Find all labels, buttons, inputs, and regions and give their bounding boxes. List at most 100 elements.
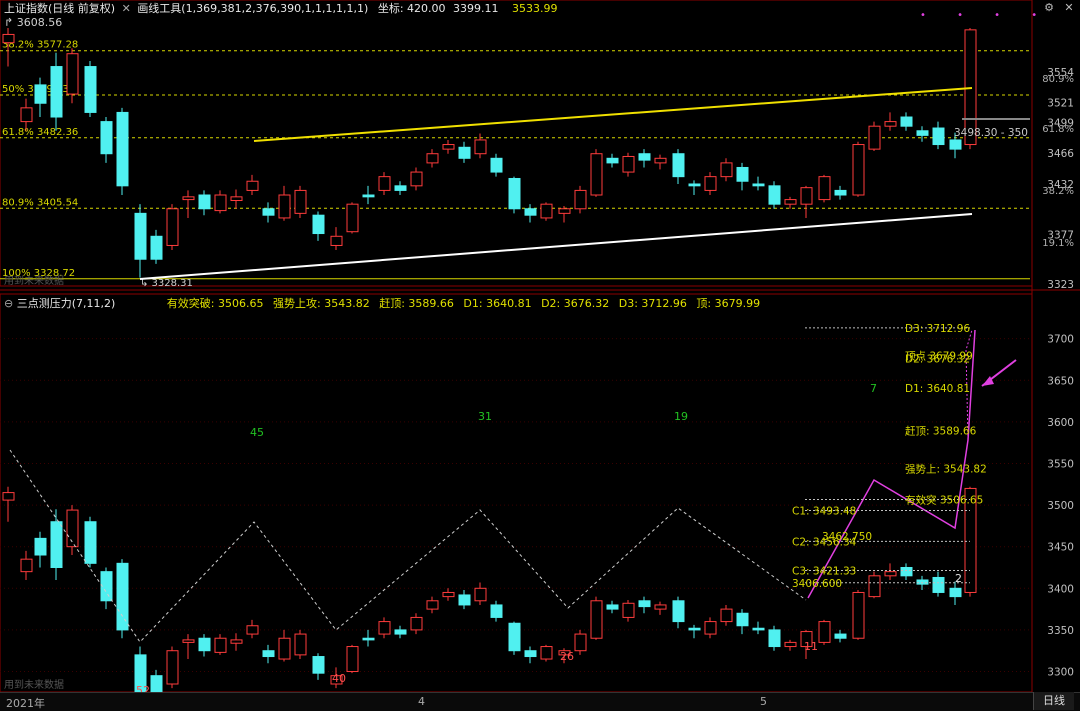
- lower-candle-down: [932, 576, 945, 593]
- upper-candle-up: [230, 196, 243, 202]
- lower-candle-up: [330, 675, 343, 685]
- lower-axis-tick: 3450: [1047, 542, 1074, 554]
- lower-axis-tick: 3350: [1047, 625, 1074, 637]
- lower-candle-down: [362, 637, 375, 641]
- lower-candle-down: [606, 604, 619, 610]
- lower-candle-down: [900, 566, 913, 577]
- lower-candle-down: [50, 521, 63, 568]
- upper-candle-down: [116, 111, 129, 187]
- lower-candle-down: [34, 537, 47, 556]
- upper-axis-tick: 3323: [1047, 279, 1074, 291]
- upper-candle-down: [900, 116, 913, 127]
- lower-candle-up: [558, 650, 571, 656]
- lower-candle-up: [230, 639, 243, 644]
- level-label: D3: 3712.96: [905, 323, 970, 335]
- lower-candle-up: [2, 492, 15, 501]
- lower-candle-up: [182, 639, 195, 643]
- lower-candle-down: [688, 627, 701, 631]
- c-level-label: 3462.750: [822, 531, 872, 543]
- upper-candle-up: [378, 176, 391, 191]
- swing-count-label: 45: [250, 426, 264, 439]
- lower-candle-down: [672, 600, 685, 623]
- lower-candle-down: [834, 633, 847, 639]
- upper-candle-up: [346, 203, 359, 233]
- time-axis[interactable]: 2021年 4 5: [0, 692, 1080, 711]
- stat-top: 赶顶: 3589.66: [379, 297, 454, 310]
- chart-header: 上证指数(日线 前复权) ✕ 画线工具(1,369,381,2,376,390,…: [4, 1, 558, 17]
- upper-candle-up: [214, 194, 227, 212]
- lower-axis-tick: 3650: [1047, 375, 1074, 387]
- close-icon[interactable]: ✕: [121, 2, 131, 15]
- upper-candle-up: [182, 196, 195, 201]
- lower-candle-up: [346, 646, 359, 673]
- upper-candle-down: [932, 127, 945, 146]
- lower-candle-up: [66, 509, 79, 548]
- lower-candle-up: [720, 608, 733, 623]
- upper-candle-up: [2, 33, 15, 44]
- level-label: 赶顶: 3589.66: [905, 424, 977, 437]
- upper-candle-up: [574, 189, 587, 210]
- stat-strong: 强势上攻: 3543.82: [273, 297, 370, 310]
- level-label: 强势上: 3543.82: [905, 463, 987, 476]
- stat-peak: 顶: 3679.99: [696, 297, 761, 310]
- upper-candle-up: [442, 144, 455, 150]
- upper-candle-down: [508, 177, 521, 210]
- lower-candle-down: [768, 629, 781, 648]
- upper-candle-down: [688, 183, 701, 187]
- indicator-title[interactable]: 三点测压力(7,11,2): [16, 297, 116, 310]
- year-label: 2021年: [6, 697, 45, 710]
- lower-candle-down: [262, 650, 275, 658]
- upper-candle-down: [949, 139, 962, 150]
- upper-candle-up: [868, 125, 881, 150]
- lower-axis-tick: 3700: [1047, 334, 1074, 346]
- period-button[interactable]: 日线: [1033, 692, 1074, 710]
- index-name[interactable]: 上证指数(日线 前复权): [4, 2, 116, 15]
- settings-icon[interactable]: ⚙: [1044, 1, 1054, 14]
- upper-pct-tick: 80.9%: [1042, 74, 1074, 85]
- lower-candle-down: [949, 587, 962, 598]
- swing-count-label: 26: [560, 650, 574, 663]
- stat-d3: D3: 3712.96: [618, 297, 687, 310]
- lower-candle-down: [638, 600, 651, 608]
- fib-809-label: 80.9% 3405.54: [2, 197, 78, 208]
- upper-axis-tick: 3466: [1047, 148, 1074, 160]
- stat-d1: D1: 3640.81: [463, 297, 532, 310]
- lower-candle-up: [852, 591, 865, 639]
- upper-candle-up: [246, 180, 259, 191]
- lower-axis-tick: 3550: [1047, 458, 1074, 470]
- high-price-label: ↱ 3608.56: [4, 16, 63, 29]
- lower-candle-up: [426, 600, 439, 610]
- upper-trendline-yellow: [253, 87, 973, 142]
- upper-candle-up: [800, 187, 813, 205]
- lower-candle-down: [394, 629, 407, 635]
- lower-axis-tick: 3300: [1047, 667, 1074, 679]
- lower-watermark: 用到未来数据: [4, 678, 64, 691]
- c-level-label: C2: 3456.34: [792, 536, 857, 548]
- swing-count-label: 11: [804, 640, 818, 653]
- upper-candle-down: [362, 194, 375, 198]
- lower-candle-up: [784, 641, 797, 648]
- lower-candle-down: [100, 571, 113, 602]
- lower-candle-up: [884, 571, 897, 577]
- upper-candle-up: [590, 153, 603, 196]
- swing-count-label: 2: [955, 572, 962, 585]
- zigzag-line: [9, 449, 807, 643]
- lower-candle-down: [916, 579, 929, 585]
- upper-candle-down: [736, 166, 749, 182]
- lower-candle-down: [490, 604, 503, 618]
- lower-candle-down: [524, 650, 537, 658]
- fib-382-label: 38.2% 3577.28: [2, 40, 78, 51]
- lower-candle-up: [246, 625, 259, 635]
- drawing-tool-label[interactable]: 画线工具(1,369,381,2,376,390,1,1,1,1,1,1): [137, 2, 369, 15]
- lower-candle-down: [458, 594, 471, 606]
- upper-candle-down: [768, 185, 781, 205]
- upper-pct-tick: 38.2%: [1042, 186, 1074, 197]
- indicator-close-icon[interactable]: ⊖: [4, 297, 17, 310]
- indicator-header: ⊖ 三点测压力(7,11,2) 有效突破: 3506.65 强势上攻: 3543…: [4, 296, 760, 312]
- upper-candle-down: [672, 153, 685, 178]
- stat-d2: D2: 3676.32: [541, 297, 610, 310]
- close-icon[interactable]: ✕: [1064, 1, 1074, 14]
- signal-dots: • • • •: [920, 10, 1052, 21]
- c-level-label: 3406.600: [792, 578, 842, 590]
